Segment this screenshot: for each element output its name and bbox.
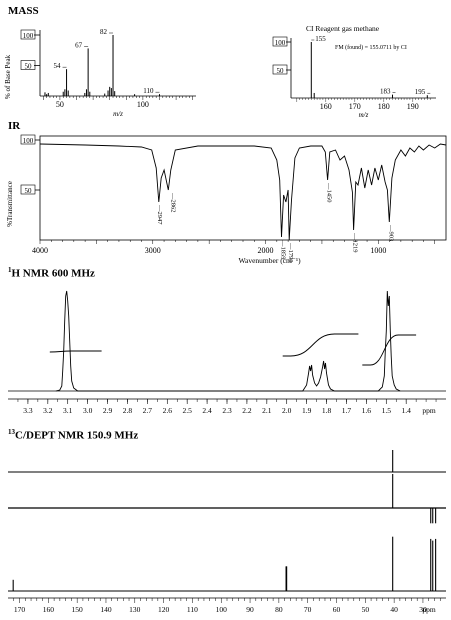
hnmr-spectrum-trace bbox=[55, 290, 401, 392]
hnmr-x-tick-label: 3.0 bbox=[83, 406, 93, 415]
cnmr-x-tick-label: 160 bbox=[43, 605, 55, 614]
mass-peak-label: 110 bbox=[143, 87, 154, 95]
ir-peak-label: —1859 bbox=[279, 239, 286, 260]
hnmr-integral-curve bbox=[49, 350, 102, 353]
cnmr-x-tick-label: 40 bbox=[390, 605, 398, 614]
hnmr-x-tick-label: 1.7 bbox=[342, 406, 352, 415]
hnmr-superscript: 1 bbox=[8, 266, 12, 274]
ir-x-tick-label: 2000 bbox=[258, 246, 274, 255]
ci-x-tick-label: 190 bbox=[407, 102, 419, 111]
ir-section-title: IR bbox=[8, 120, 21, 132]
ci-x-tick-label: 180 bbox=[378, 102, 390, 111]
mass-y-tick-label: 100 bbox=[23, 32, 34, 40]
cnmr-x-tick-label: 140 bbox=[100, 605, 112, 614]
ir-peak-label: —1219 bbox=[352, 232, 359, 253]
cnmr-x-tick-label: 110 bbox=[187, 605, 198, 614]
ir-peak-label: —2947 bbox=[156, 204, 163, 225]
ci-peak-label: 195 bbox=[415, 88, 426, 96]
ci-annotation: FM (found) = 155.0711 by CI bbox=[335, 44, 407, 51]
ci-y-tick-box bbox=[272, 36, 288, 47]
hnmr-x-tick-label: 2.8 bbox=[123, 406, 133, 415]
hnmr-x-tick-label: 2.3 bbox=[222, 406, 232, 415]
ci-peak-label: 183 bbox=[380, 88, 391, 96]
mass-y-tick-box bbox=[20, 60, 36, 70]
cnmr-x-tick-label: 50 bbox=[362, 605, 370, 614]
ci-x-tick-label: 170 bbox=[349, 102, 361, 111]
mass-y-tick-label: 50 bbox=[25, 63, 33, 71]
ci-y-tick-label: 50 bbox=[277, 67, 285, 75]
ir-y-axis-label: %Transmittance bbox=[6, 181, 14, 227]
hnmr-x-tick-label: 1.4 bbox=[401, 406, 411, 415]
cnmr-x-tick-label: 80 bbox=[275, 605, 283, 614]
cnmr-x-tick-label: 100 bbox=[216, 605, 228, 614]
cnmr-superscript: 13 bbox=[8, 428, 15, 436]
mass-peak-label: 54 bbox=[54, 62, 62, 70]
cnmr-x-tick-label: 120 bbox=[158, 605, 170, 614]
hnmr-x-tick-label: 2.1 bbox=[262, 406, 272, 415]
hnmr-x-tick-label: 3.2 bbox=[43, 406, 53, 415]
ir-y-tick-box bbox=[20, 184, 36, 195]
ir-y-tick-label: 50 bbox=[25, 187, 33, 195]
hnmr-integral-curve bbox=[362, 334, 417, 366]
cnmr-section-title: 13C/DEPT NMR 150.9 MHz bbox=[8, 428, 138, 442]
cnmr-x-tick-label: 60 bbox=[333, 605, 341, 614]
ci-peak-label: 155 bbox=[315, 35, 326, 43]
hnmr-x-tick-label: 2.0 bbox=[282, 406, 292, 415]
hnmr-x-tick-label: 2.4 bbox=[202, 406, 212, 415]
ir-x-axis-label: Wavenumber (cm⁻¹) bbox=[239, 256, 302, 265]
hnmr-x-tick-label: 3.1 bbox=[63, 406, 73, 415]
ir-y-tick-box bbox=[20, 134, 36, 145]
cnmr-x-tick-label: 150 bbox=[72, 605, 84, 614]
mass-peak-label: 67 bbox=[75, 41, 83, 49]
hnmr-x-tick-label: 1.8 bbox=[322, 406, 332, 415]
cnmr-x-tick-label: 90 bbox=[246, 605, 254, 614]
ir-peak-label: —1790 bbox=[287, 242, 294, 263]
cnmr-title-text: C/DEPT NMR 150.9 MHz bbox=[15, 429, 139, 442]
mass-section-title: MASS bbox=[8, 5, 39, 17]
cnmr-x-tick-label: 130 bbox=[129, 605, 141, 614]
ir-x-tick-label: 3000 bbox=[145, 246, 161, 255]
mass-peak-label: 82 bbox=[100, 28, 108, 36]
ir-y-tick-label: 100 bbox=[23, 137, 34, 145]
hnmr-x-tick-label: 1.9 bbox=[302, 406, 312, 415]
ci-y-tick-box bbox=[272, 64, 288, 75]
hnmr-x-tick-label: 2.5 bbox=[182, 406, 192, 415]
ir-x-tick-label: 1000 bbox=[370, 246, 386, 255]
hnmr-x-axis-label: ppm bbox=[422, 406, 436, 415]
cnmr-x-axis-label: ppm bbox=[422, 605, 436, 614]
hnmr-title-text: H NMR 600 MHz bbox=[11, 267, 95, 280]
hnmr-x-tick-label: 2.2 bbox=[242, 406, 252, 415]
hnmr-integral-curve bbox=[282, 333, 359, 357]
cnmr-x-tick-label: 170 bbox=[14, 605, 26, 614]
mass-y-tick-box bbox=[20, 29, 36, 40]
ci-y-tick-label: 100 bbox=[275, 39, 286, 47]
ir-frame bbox=[39, 135, 447, 241]
cnmr-x-tick-label: 30 bbox=[419, 605, 427, 614]
ci-x-axis-label: m/z bbox=[359, 111, 369, 119]
hnmr-section-title: 1H NMR 600 MHz bbox=[8, 266, 95, 280]
ir-spectrum-trace bbox=[39, 143, 447, 241]
cnmr-x-tick-label: 70 bbox=[304, 605, 312, 614]
hnmr-x-tick-label: 2.6 bbox=[163, 406, 173, 415]
hnmr-x-tick-label: 1.5 bbox=[382, 406, 392, 415]
hnmr-x-tick-label: 2.9 bbox=[103, 406, 113, 415]
ir-x-tick-label: 4000 bbox=[32, 246, 48, 255]
ci-x-tick-label: 160 bbox=[320, 102, 332, 111]
ir-peak-label: —903 bbox=[387, 224, 394, 241]
hnmr-x-tick-label: 2.7 bbox=[143, 406, 153, 415]
mass-y-axis-label: % of Base Peak bbox=[4, 54, 12, 99]
mass-frame bbox=[40, 30, 196, 96]
ir-peak-label: —2862 bbox=[169, 192, 176, 213]
mass-x-tick-label: 50 bbox=[56, 100, 64, 109]
hnmr-x-tick-label: 3.3 bbox=[23, 406, 33, 415]
mass-x-axis-label: m/z bbox=[113, 110, 123, 118]
ir-peak-label: —1450 bbox=[326, 182, 333, 203]
hnmr-x-tick-label: 1.6 bbox=[362, 406, 372, 415]
ci-title: CI Reagent gas methane bbox=[306, 24, 380, 33]
mass-x-tick-label: 100 bbox=[137, 100, 149, 109]
